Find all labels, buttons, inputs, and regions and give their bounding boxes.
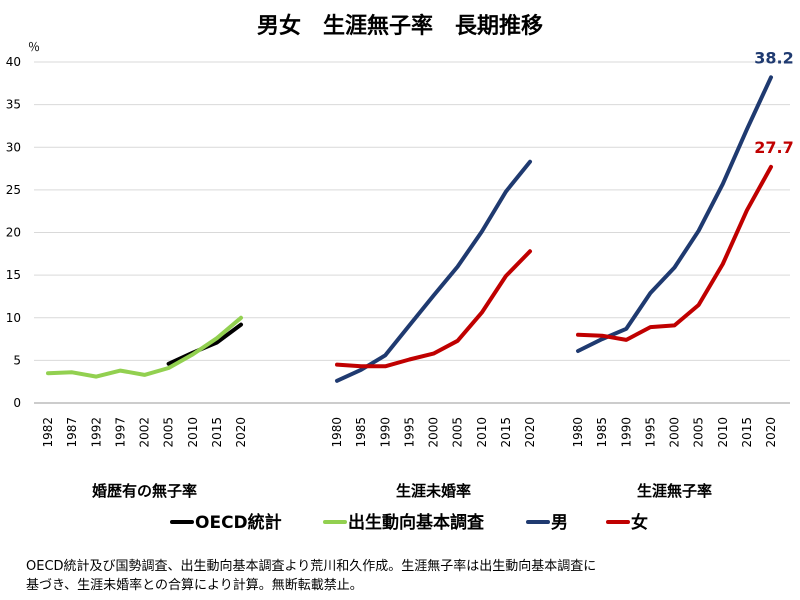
x-tick-label: 2005 <box>451 417 465 448</box>
y-tick-label: 0 <box>13 396 21 410</box>
legend-label: 女 <box>631 512 648 533</box>
x-tick-label: 2015 <box>210 417 224 448</box>
footnote-line: 基づき、生涯未婚率との合算により計算。無断転載禁止。 <box>26 577 363 593</box>
x-tick-label: 2002 <box>138 417 152 448</box>
x-tick-label: 2020 <box>234 417 248 448</box>
x-tick-label: 2020 <box>523 417 537 448</box>
x-tick-label: 1995 <box>402 417 416 448</box>
series-line <box>335 159 532 383</box>
x-tick-label: 1987 <box>65 417 79 448</box>
series-line <box>576 75 773 353</box>
end-value-label: 38.2 <box>754 48 793 67</box>
series-line <box>46 315 243 379</box>
x-tick-label: 1990 <box>378 417 392 448</box>
x-tick-label: 2010 <box>186 417 200 448</box>
chart-title: 男女 生涯無子率 長期推移 <box>256 14 543 39</box>
legend-label: OECD統計 <box>195 512 282 533</box>
y-tick-label: 30 <box>6 140 21 154</box>
y-tick-label: 20 <box>6 226 21 240</box>
series-line <box>335 249 532 369</box>
x-tick-label: 2005 <box>162 417 176 448</box>
y-tick-label: 40 <box>6 55 21 69</box>
group-label: 生涯無子率 <box>637 482 712 500</box>
x-tick-label: 1985 <box>354 417 368 448</box>
y-tick-label: 5 <box>13 353 21 367</box>
x-tick-label: 2020 <box>764 417 778 448</box>
y-tick-label: 10 <box>6 311 21 325</box>
x-tick-label: 1982 <box>41 417 55 448</box>
x-tick-label: 2000 <box>427 417 441 448</box>
footnote-line: OECD統計及び国勢調査、出生動向基本調査より荒川和久作成。生涯無子率は出生動向… <box>26 558 596 574</box>
x-tick-label: 1995 <box>643 417 657 448</box>
series-line <box>576 164 773 342</box>
y-tick-label: 25 <box>6 183 21 197</box>
x-tick-label: 1990 <box>619 417 633 448</box>
y-tick-label: 15 <box>6 268 21 282</box>
x-tick-label: 2015 <box>740 417 754 448</box>
x-tick-label: 1980 <box>571 417 585 448</box>
x-tick-label: 2015 <box>499 417 513 448</box>
x-tick-label: 1997 <box>113 417 127 448</box>
legend-label: 男 <box>551 513 568 533</box>
x-tick-label: 1985 <box>595 417 609 448</box>
x-tick-label: 2010 <box>475 417 489 448</box>
x-tick-label: 2010 <box>716 417 730 448</box>
legend-label: 出生動向基本調査 <box>348 512 485 533</box>
y-tick-label: 35 <box>6 98 21 112</box>
x-tick-label: 2005 <box>692 417 706 448</box>
group-label: 生涯未婚率 <box>396 482 471 500</box>
group-label: 婚歴有の無子率 <box>92 482 197 500</box>
x-tick-label: 2000 <box>668 417 682 448</box>
x-tick-label: 1992 <box>89 417 103 448</box>
y-unit-label: ％ <box>28 40 40 54</box>
end-value-label: 27.7 <box>754 138 793 157</box>
x-tick-label: 1980 <box>330 417 344 448</box>
